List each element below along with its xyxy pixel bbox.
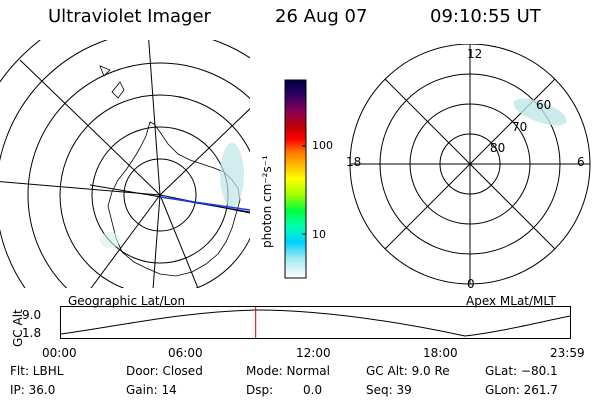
altitude-curve: [60, 309, 571, 337]
mlat-label-70: 70: [512, 120, 528, 134]
geographic-map: [0, 40, 250, 288]
time-tick-1800: 18:00: [423, 346, 458, 360]
aurora-haze: [513, 98, 567, 126]
colorbar-tick-100: 100: [312, 139, 333, 152]
time-label: 09:10:55 UT: [430, 6, 541, 27]
dsp-label: Dsp:: [246, 383, 274, 397]
aurora-haze: [100, 232, 120, 248]
mode-info: Mode: Normal: [246, 364, 330, 378]
meridian-line: [159, 194, 199, 288]
dsp-value: 0.0: [303, 383, 323, 397]
mlt-label-0: 0: [467, 277, 475, 291]
altitude-plot: [60, 306, 571, 339]
gain-info: Gain: 14: [126, 383, 177, 397]
apex-map: [349, 44, 591, 285]
door-info: Door: Closed: [126, 364, 203, 378]
colorbar-tick-10: 10: [312, 228, 326, 241]
glon-info: GLon: 261.7: [485, 383, 558, 397]
meridian-line: [159, 108, 250, 196]
instrument-title: Ultraviolet Imager: [48, 6, 211, 27]
date-label: 26 Aug 07: [275, 6, 368, 27]
altitude-plot-frame: [60, 306, 571, 339]
mlat-label-60: 60: [536, 98, 552, 112]
time-tick-0000: 00:00: [42, 346, 77, 360]
time-tick-0600: 06:00: [168, 346, 203, 360]
lat-circle: [59, 94, 250, 288]
colorbar-unit-label: photon cm⁻²s⁻¹: [260, 155, 274, 248]
meridian-line: [152, 194, 161, 288]
meridian-line: [148, 40, 161, 196]
mlat-label-80: 80: [490, 141, 506, 155]
lat-circle: [123, 158, 197, 232]
ip-info: IP: 36.0: [10, 383, 56, 397]
mlt-label-12: 12: [467, 47, 483, 61]
mlt-label-6: 6: [577, 155, 585, 169]
geographic-caption: Geographic Lat/Lon: [68, 294, 186, 308]
mlt-label-18: 18: [346, 155, 362, 169]
seq-info: Seq: 39: [366, 383, 412, 397]
altitude-tick-1-8: 1.8: [22, 326, 42, 340]
apex-caption: Apex MLat/MLT: [466, 294, 556, 308]
colorbar-gradient: [284, 79, 307, 279]
meridian-line: [19, 59, 161, 196]
time-tick-2359: 23:59: [550, 346, 585, 360]
glat-info: GLat: −80.1: [485, 364, 558, 378]
colorbar: [284, 79, 307, 279]
time-tick-1200: 12:00: [296, 346, 331, 360]
gc-alt-info: GC Alt: 9.0 Re: [366, 364, 450, 378]
aurora-haze: [220, 143, 244, 207]
altitude-tick-9: 9.0: [22, 308, 42, 322]
meridian-line: [0, 181, 161, 196]
coastline: [107, 121, 241, 277]
filter-info: Flt: LBHL: [10, 364, 64, 378]
orbit-track-segment: [159, 196, 250, 211]
coastline: [99, 65, 125, 99]
meridian-line: [90, 194, 161, 288]
lat-circle: [27, 62, 250, 288]
